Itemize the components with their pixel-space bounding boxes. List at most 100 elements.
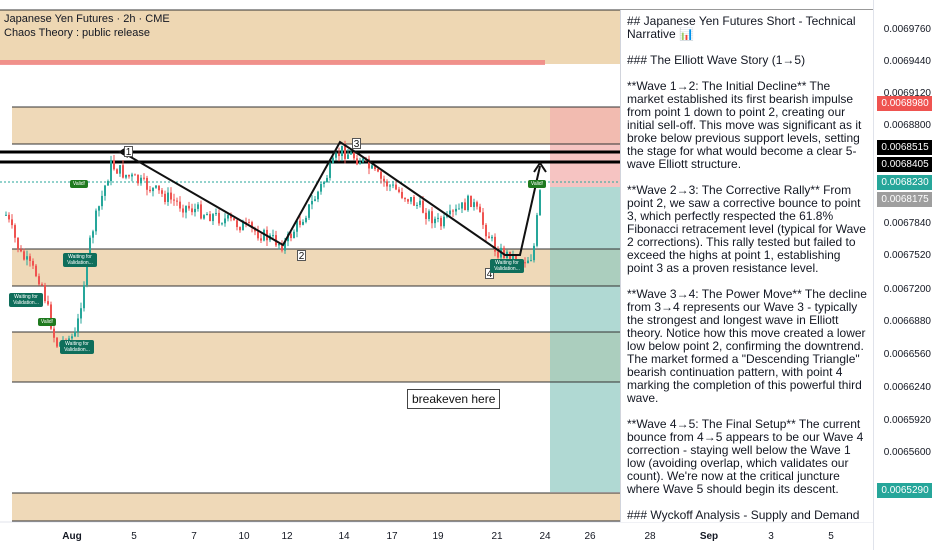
candle-body <box>356 158 358 165</box>
candle-body <box>488 236 490 239</box>
candlestick-series <box>5 140 541 352</box>
candle-body <box>536 215 538 246</box>
candle-body <box>374 165 376 170</box>
candle-body <box>371 165 373 169</box>
time-label: 28 <box>644 531 656 542</box>
candle-body <box>377 169 379 172</box>
candle-body <box>455 208 457 212</box>
candle-body <box>308 204 310 218</box>
candle-body <box>17 237 19 250</box>
candle-body <box>230 214 232 219</box>
candle-body <box>80 308 82 319</box>
wave-arrow <box>533 161 547 173</box>
candle-body <box>392 184 394 186</box>
candle-body <box>473 202 475 207</box>
candle-body <box>404 197 406 200</box>
candle-body <box>263 229 265 241</box>
wave-label-2: 2 <box>297 250 306 262</box>
candle-body <box>122 165 124 178</box>
breakeven-note[interactable]: breakeven here <box>407 389 501 409</box>
candle-body <box>107 181 109 186</box>
candle-body <box>332 157 334 164</box>
candle-body <box>179 201 181 209</box>
price-badge-level: 0.0068405 <box>877 157 932 172</box>
candle-body <box>311 201 313 205</box>
candle-body <box>104 185 106 196</box>
candle-body <box>530 260 532 262</box>
candle-body <box>380 171 382 179</box>
candle-body <box>83 285 85 309</box>
time-label: Sep <box>699 531 719 542</box>
candle-body <box>215 212 217 215</box>
candle-body <box>11 219 13 226</box>
candle-body <box>191 208 193 213</box>
candle-body <box>419 200 421 205</box>
candle-body <box>398 189 400 192</box>
candle-body <box>41 284 43 286</box>
candle-body <box>203 215 205 219</box>
candle-body <box>413 196 415 206</box>
candle-body <box>218 212 220 224</box>
waiting-chip: Waiting for Validation... <box>60 340 94 354</box>
candle-body <box>494 236 496 252</box>
candle-body <box>173 199 175 201</box>
candle-body <box>92 231 94 238</box>
candle-body <box>20 249 22 252</box>
candle-body <box>527 260 529 264</box>
symbol-title[interactable]: Japanese Yen Futures · 2h · CME <box>4 13 170 25</box>
candle-body <box>167 192 169 202</box>
price-tick: 0.0069760 <box>883 24 931 35</box>
short-stop-zone <box>550 107 620 187</box>
red-strip <box>0 60 545 65</box>
candle-body <box>359 162 361 165</box>
price-badge-target: 0.0065290 <box>877 483 932 498</box>
candle-body <box>164 193 166 202</box>
narrative-wyckoff-heading: ### Wyckoff Analysis - Supply and Demand <box>627 508 860 522</box>
candle-body <box>155 185 157 188</box>
price-badge-entry: 0.0068175 <box>877 192 932 207</box>
price-tick: 0.0065920 <box>883 415 931 426</box>
candle-body <box>350 152 352 155</box>
price-axis[interactable]: 0.0069760 0.0069440 0.0069120 0.0068800 … <box>873 0 932 550</box>
candle-body <box>290 233 292 239</box>
candle-body <box>209 214 211 222</box>
candle-body <box>197 204 199 209</box>
candle-body <box>329 163 331 178</box>
candle-body <box>509 251 511 264</box>
candle-body <box>116 169 118 174</box>
wave-label-1: 1 <box>124 146 133 158</box>
candle-body <box>347 154 349 159</box>
valid-chip: Valid! <box>70 180 88 188</box>
candle-body <box>143 177 145 179</box>
candle-body <box>431 211 433 224</box>
candle-body <box>188 205 190 209</box>
candle-body <box>257 231 259 239</box>
candle-body <box>200 204 202 219</box>
candle-body <box>428 211 430 220</box>
candle-body <box>458 208 460 210</box>
narrative-panel[interactable]: ## Japanese Yen Futures Short - Technica… <box>620 10 873 522</box>
candle-body <box>479 206 481 213</box>
candle-body <box>272 235 274 237</box>
candle-body <box>89 237 91 256</box>
waiting-chip: Waiting for Validation... <box>63 253 97 267</box>
candle-body <box>32 260 34 266</box>
valid-chip: Valid! <box>528 180 546 188</box>
candle-body <box>221 223 223 225</box>
price-badge-last: 0.0068230 <box>877 175 932 190</box>
candle-body <box>314 199 316 202</box>
candle-body <box>323 182 325 184</box>
indicator-title[interactable]: Chaos Theory : public release <box>4 27 150 39</box>
candle-body <box>389 185 391 187</box>
price-tick: 0.0067200 <box>883 284 931 295</box>
candle-body <box>86 255 88 286</box>
price-tick: 0.0069120 <box>883 88 931 99</box>
candle-body <box>320 183 322 192</box>
candle-body <box>293 231 295 239</box>
candle-body <box>410 196 412 202</box>
candle-body <box>440 217 442 227</box>
narrative-title: ## Japanese Yen Futures Short - Technica… <box>627 14 856 41</box>
candle-body <box>416 204 418 206</box>
candle-body <box>344 145 346 159</box>
candle-body <box>335 153 337 158</box>
